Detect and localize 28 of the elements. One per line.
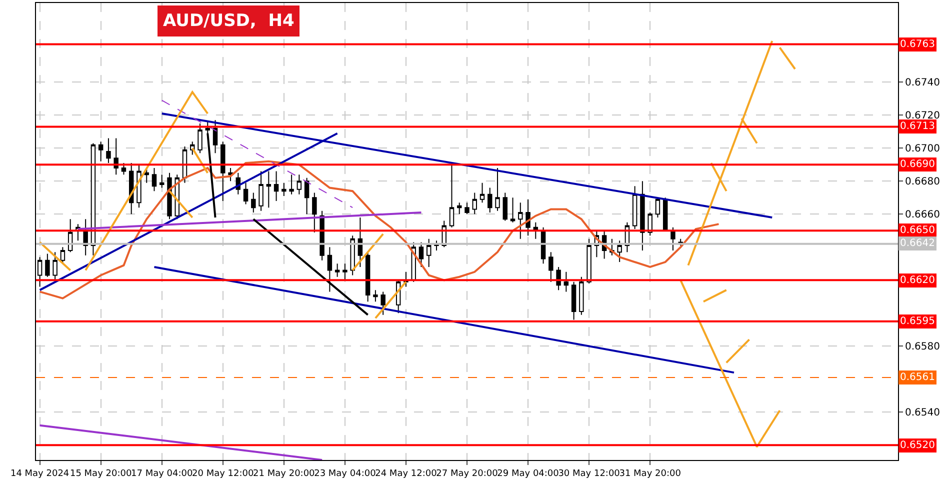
y-tick-label: 0.6580 [905,342,940,353]
ref-line-label: 0.6690 [900,159,935,170]
x-tick-label: 31 May 20:00 [619,468,682,479]
x-tick-label: 29 May 04:00 [497,468,560,479]
x-tick-label: 15 May 20:00 [70,468,132,479]
y-tick-label: 0.6700 [905,144,940,155]
y-tick-label: 0.6540 [905,408,940,419]
ref-line-label: 0.6620 [900,275,935,286]
ref-line-label: 0.6763 [900,39,935,50]
ref-line-label: 0.6650 [900,225,935,236]
y-tick-label: 0.6720 [905,110,940,122]
x-tick-label: 20 May 12:00 [192,468,254,479]
x-tick-label: 23 May 04:00 [314,468,376,479]
y-tick-label: 0.6680 [905,176,940,188]
ref-line-label: 0.6561 [900,372,935,383]
ref-line-label: 0.6642 [900,238,935,249]
x-tick-label: 24 May 12:00 [375,468,438,479]
ref-line-label: 0.6520 [900,440,935,451]
x-tick-label: 14 May 2024 [10,468,70,479]
ref-line-label: 0.6713 [900,121,935,132]
y-tick-label: 0.6740 [905,78,940,89]
x-tick-label: 27 May 20:00 [436,468,498,479]
y-tick-label: 0.6660 [905,210,940,221]
x-tick-label: 21 May 20:00 [253,468,316,479]
x-tick-label: 30 May 12:00 [558,468,620,479]
x-tick-label: 17 May 04:00 [131,468,193,479]
text: AUD/USD, H4 [163,11,294,31]
ref-line-label: 0.6595 [900,316,935,327]
